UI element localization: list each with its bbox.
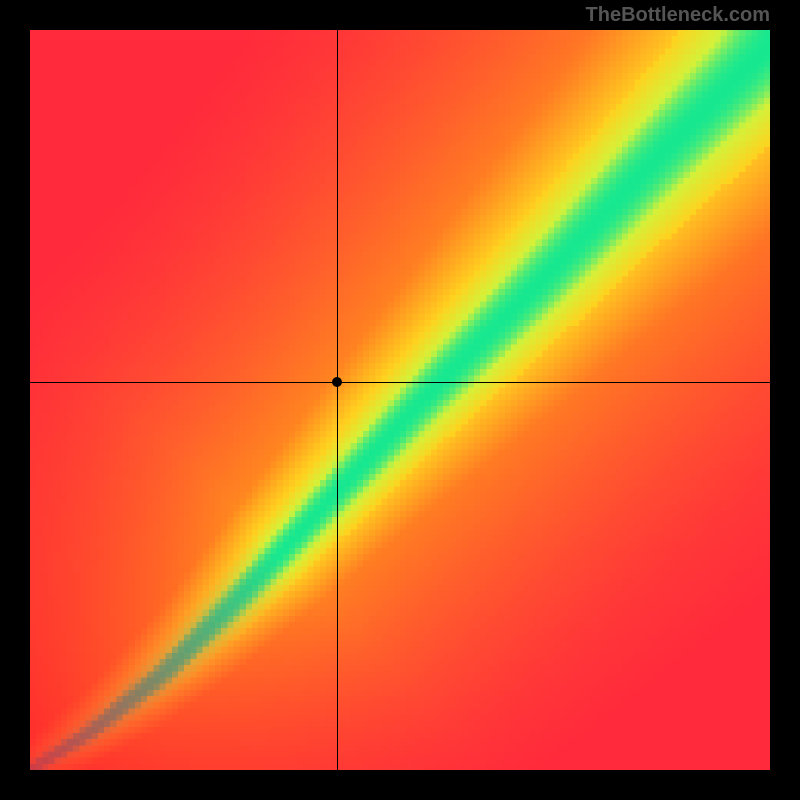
- watermark-text: TheBottleneck.com: [586, 4, 770, 27]
- heatmap-plot: [30, 30, 770, 770]
- heatmap-canvas: [30, 30, 770, 770]
- crosshair-horizontal: [30, 382, 770, 383]
- data-point-marker: [332, 377, 342, 387]
- crosshair-vertical: [337, 30, 338, 770]
